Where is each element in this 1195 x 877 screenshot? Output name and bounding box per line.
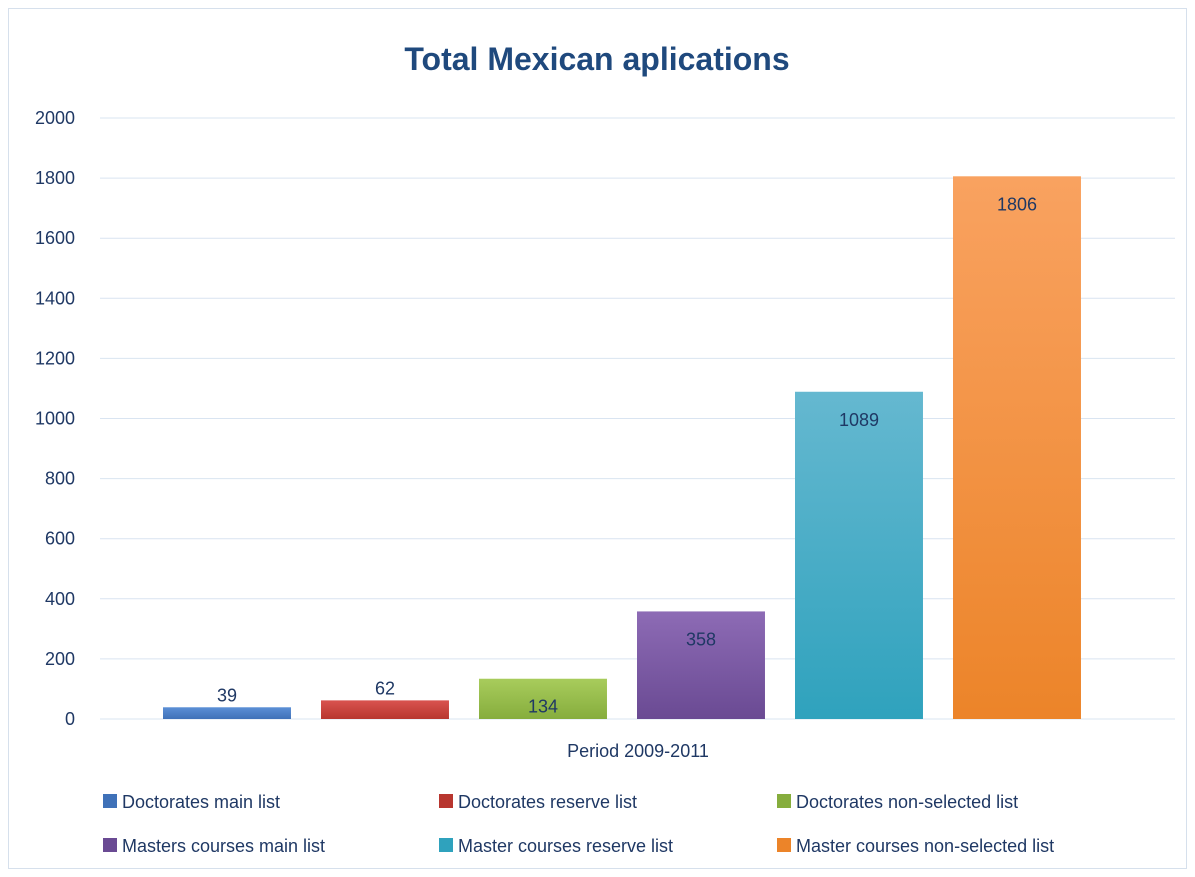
- legend-label: Master courses non-selected list: [796, 836, 1054, 856]
- data-label: 1089: [839, 410, 879, 430]
- legend-swatch: [103, 794, 117, 808]
- y-tick-label: 600: [45, 529, 75, 549]
- legend-item: Master courses reserve list: [439, 836, 673, 856]
- legend-swatch: [777, 838, 791, 852]
- bar: [321, 700, 449, 719]
- data-label: 134: [528, 697, 558, 717]
- data-label: 1806: [997, 194, 1037, 214]
- legend-item: Doctorates main list: [103, 792, 280, 812]
- x-category-label: Period 2009-2011: [567, 741, 709, 761]
- legend-swatch: [103, 838, 117, 852]
- y-tick-label: 1400: [35, 288, 75, 308]
- y-tick-label: 0: [65, 709, 75, 729]
- data-label: 358: [686, 629, 716, 649]
- legend-item: Masters courses main list: [103, 836, 325, 856]
- legend: Doctorates main list Doctorates reserve l…: [103, 792, 1054, 856]
- bar: [637, 611, 765, 719]
- legend-label: Masters courses main list: [122, 836, 325, 856]
- legend-item: Doctorates non-selected list: [777, 792, 1018, 812]
- legend-label: Doctorates main list: [122, 792, 280, 812]
- legend-swatch: [439, 838, 453, 852]
- bars: [163, 176, 1081, 719]
- y-tick-label: 2000: [35, 108, 75, 128]
- data-label: 62: [375, 678, 395, 698]
- y-axis-ticks: 0 200 400 600 800 1000 1200 1400 1600 1800 2000: [35, 108, 75, 729]
- bar: [163, 707, 291, 719]
- legend-label: Master courses reserve list: [458, 836, 673, 856]
- y-tick-label: 400: [45, 589, 75, 609]
- bar: [479, 678, 607, 719]
- y-tick-label: 1000: [35, 409, 75, 429]
- data-labels: 39 62 134 358 1089 1806: [217, 194, 1037, 716]
- data-label: 39: [217, 685, 237, 705]
- y-tick-label: 200: [45, 649, 75, 669]
- y-tick-label: 1600: [35, 228, 75, 248]
- legend-item: Master courses non-selected list: [777, 836, 1054, 856]
- y-tick-label: 1800: [35, 168, 75, 188]
- legend-label: Doctorates non-selected list: [796, 792, 1018, 812]
- legend-label: Doctorates reserve list: [458, 792, 637, 812]
- legend-swatch: [439, 794, 453, 808]
- y-tick-label: 800: [45, 469, 75, 489]
- legend-item: Doctorates reserve list: [439, 792, 637, 812]
- legend-swatch: [777, 794, 791, 808]
- bar: [795, 391, 923, 719]
- chart-title: Total Mexican aplications: [404, 41, 789, 77]
- y-tick-label: 1200: [35, 348, 75, 368]
- bar: [953, 176, 1081, 719]
